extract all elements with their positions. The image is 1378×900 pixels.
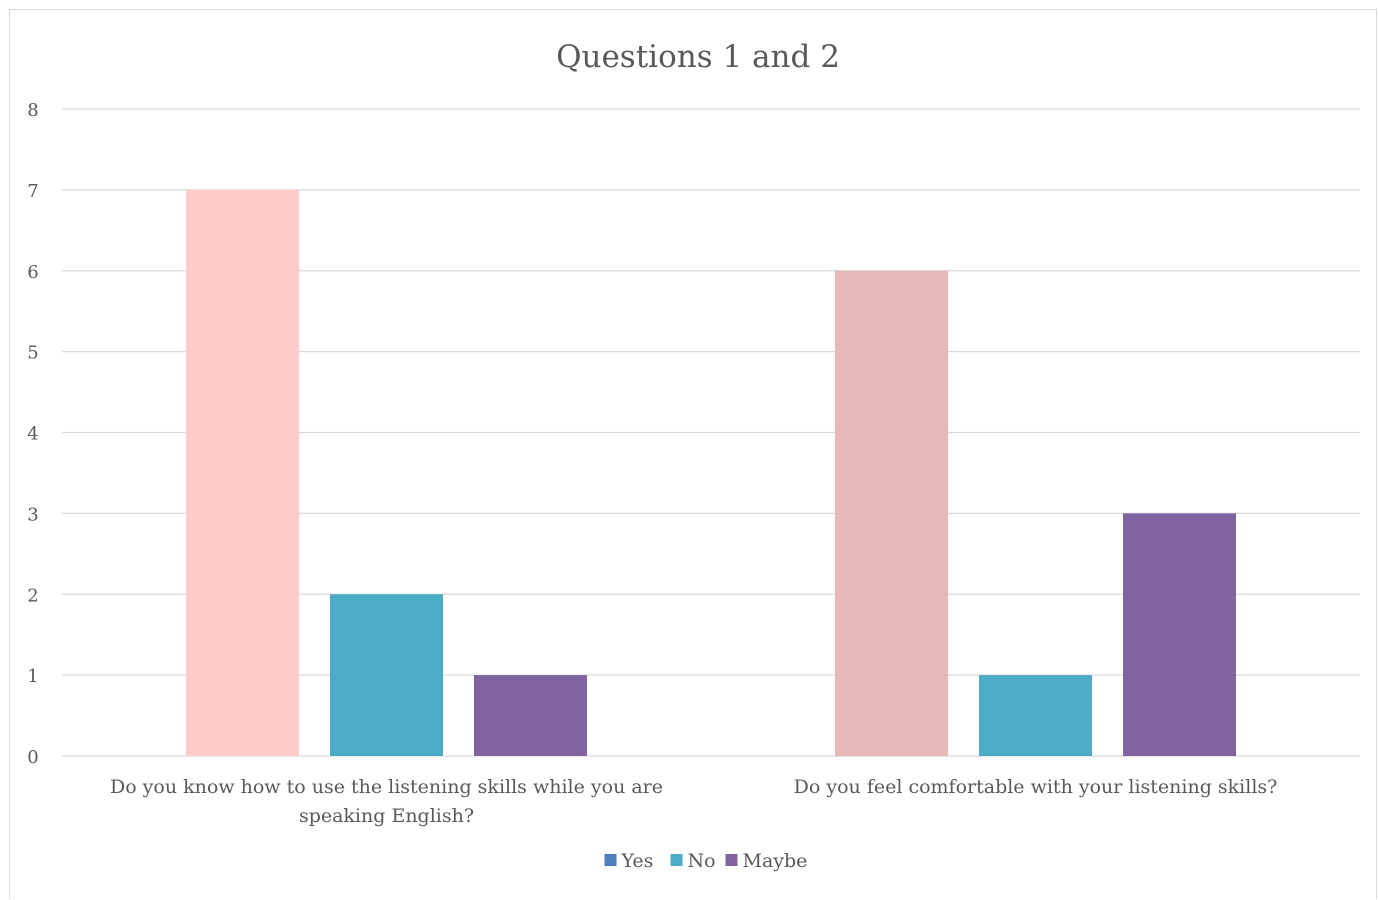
y-tick-label: 5 xyxy=(27,343,38,364)
bar-no-2 xyxy=(979,675,1092,756)
legend-swatch-no xyxy=(670,854,683,866)
y-tick-label: 6 xyxy=(27,262,38,283)
legend-swatch-yes xyxy=(604,854,617,866)
y-tick-label: 8 xyxy=(27,100,38,121)
y-tick-label: 7 xyxy=(27,181,38,202)
y-axis-ticks: 0 1 2 3 4 5 6 7 8 xyxy=(27,100,38,768)
legend: Yes No Maybe xyxy=(604,850,808,872)
bar-yes-1 xyxy=(186,189,299,756)
legend-label-maybe: Maybe xyxy=(743,850,808,872)
chart-title: Questions 1 and 2 xyxy=(556,39,840,75)
category-label: Do you feel comfortable with your listen… xyxy=(794,776,1278,798)
legend-label-yes: Yes xyxy=(621,850,654,872)
bars xyxy=(186,189,1236,756)
bar-maybe-2 xyxy=(1123,513,1236,756)
legend-label-no: No xyxy=(688,850,716,872)
bar-yes-2 xyxy=(835,270,948,756)
category-label-line: Do you know how to use the listening ski… xyxy=(110,776,663,798)
y-tick-label: 4 xyxy=(27,424,38,445)
category-label: Do you know how to use the listening ski… xyxy=(110,776,663,827)
bar-maybe-1 xyxy=(474,675,587,756)
category-label-line: Do you feel comfortable with your listen… xyxy=(794,776,1278,798)
y-tick-label: 2 xyxy=(27,585,38,606)
bar-no-1 xyxy=(330,594,443,756)
y-tick-label: 3 xyxy=(27,504,38,525)
y-tick-label: 1 xyxy=(27,666,38,687)
x-axis-categories: Do you know how to use the listening ski… xyxy=(110,776,1277,827)
y-tick-label: 0 xyxy=(27,747,38,768)
category-label-line: speaking English? xyxy=(299,805,474,827)
legend-swatch-maybe xyxy=(725,854,738,866)
